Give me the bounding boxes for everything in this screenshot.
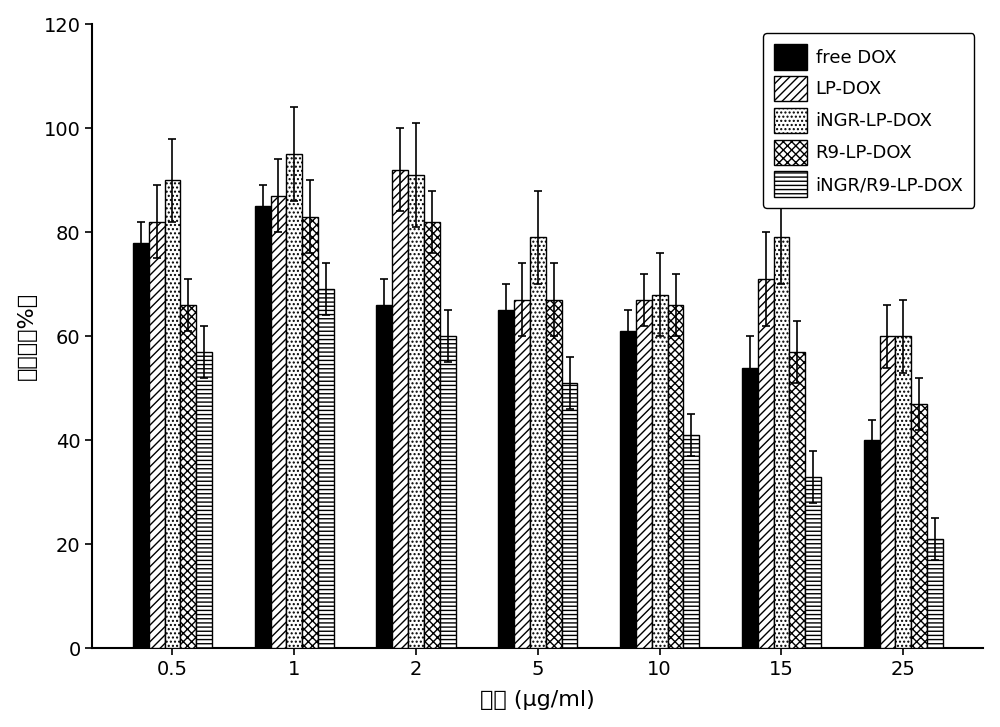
Bar xyxy=(774,238,789,648)
Bar xyxy=(392,170,408,648)
Bar xyxy=(880,337,895,648)
Bar xyxy=(668,305,683,648)
Bar xyxy=(498,310,514,648)
X-axis label: 浓度 (μg/ml): 浓度 (μg/ml) xyxy=(480,691,595,710)
Bar xyxy=(864,441,880,648)
Bar xyxy=(620,331,636,648)
Bar xyxy=(376,305,392,648)
Bar xyxy=(789,352,805,648)
Bar xyxy=(652,294,668,648)
Bar xyxy=(408,175,424,648)
Bar xyxy=(530,238,546,648)
Bar xyxy=(636,300,652,648)
Bar xyxy=(742,368,758,648)
Bar xyxy=(562,383,577,648)
Bar xyxy=(271,196,286,648)
Bar xyxy=(255,206,271,648)
Bar xyxy=(318,289,334,648)
Bar xyxy=(196,352,212,648)
Bar xyxy=(805,477,821,648)
Bar xyxy=(758,279,774,648)
Bar xyxy=(440,337,456,648)
Bar xyxy=(165,180,180,648)
Bar xyxy=(927,539,943,648)
Bar xyxy=(180,305,196,648)
Bar xyxy=(895,337,911,648)
Y-axis label: 存活率（%）: 存活率（%） xyxy=(17,292,37,380)
Bar xyxy=(424,222,440,648)
Bar xyxy=(286,154,302,648)
Legend: free DOX, LP-DOX, iNGR-LP-DOX, R9-LP-DOX, iNGR/R9-LP-DOX: free DOX, LP-DOX, iNGR-LP-DOX, R9-LP-DOX… xyxy=(763,33,974,208)
Bar xyxy=(911,404,927,648)
Bar xyxy=(683,435,699,648)
Bar xyxy=(546,300,562,648)
Bar xyxy=(133,243,149,648)
Bar xyxy=(302,217,318,648)
Bar xyxy=(514,300,530,648)
Bar xyxy=(149,222,165,648)
